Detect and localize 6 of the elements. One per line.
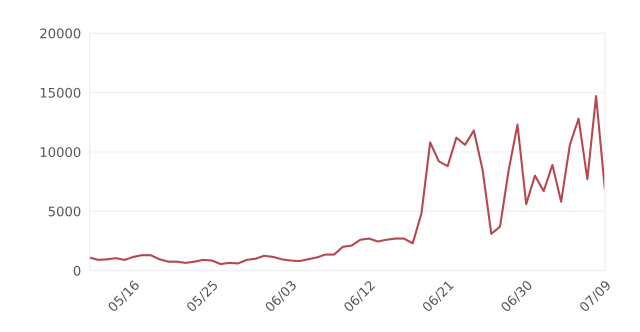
y-tick-label: 0 [74, 266, 80, 276]
y-tick-label: 5000 [48, 206, 80, 216]
line-series [90, 95, 605, 266]
y-tick-label: 15000 [40, 88, 80, 98]
y-tick-label: 20000 [40, 28, 80, 38]
y-tick-label: 10000 [40, 147, 80, 158]
